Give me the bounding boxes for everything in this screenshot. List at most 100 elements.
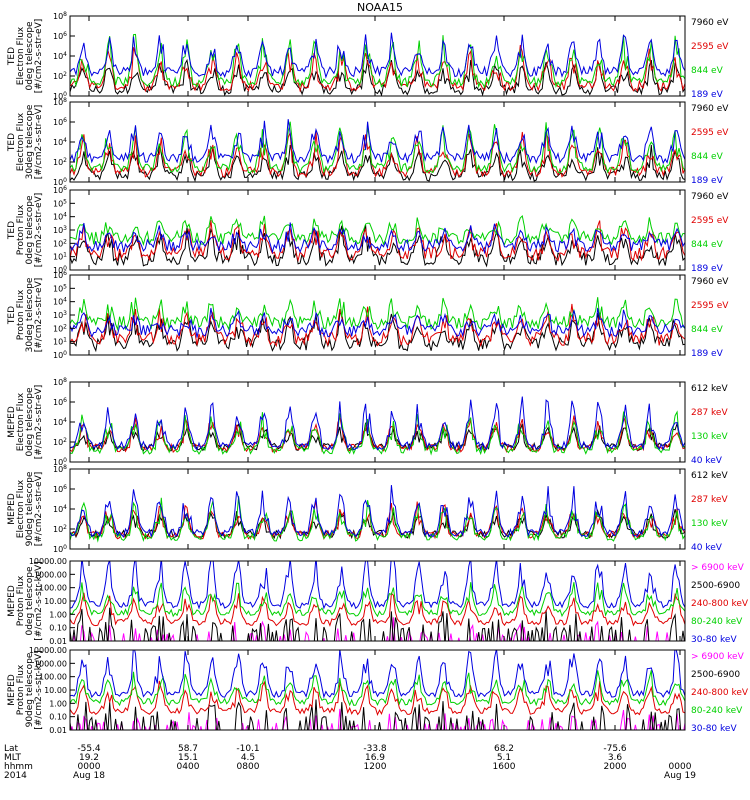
y-tick-label-2-3: 104 bbox=[53, 137, 67, 147]
x-row-label-4: 2014 bbox=[4, 771, 27, 781]
y-tick-label-1-5: 108 bbox=[53, 11, 67, 21]
x-cell-5-3: 1600 bbox=[493, 762, 516, 772]
trace-7-5 bbox=[70, 561, 685, 610]
panel-1: 100 102 104 106 108 TED Electron Flux 0deg tele… bbox=[7, 11, 729, 101]
panel-8: 0.01 0.10 1.00 10.00 100.00 1000.00 10000.00 ME… bbox=[7, 646, 749, 735]
legend-2-2: 2595 eV bbox=[691, 128, 729, 138]
trace-4-4 bbox=[70, 307, 685, 338]
y-tick-label-7-4: 10.00 bbox=[44, 597, 67, 606]
legend-4-4: 189 eV bbox=[691, 349, 724, 359]
legend-3-3: 844 eV bbox=[691, 240, 724, 250]
legend-1-2: 2595 eV bbox=[691, 42, 729, 52]
x-cell-2-2: 15.1 bbox=[178, 753, 198, 763]
legend-6-3: 130 keV bbox=[691, 519, 728, 529]
x-cell-5-1: 68.2 bbox=[494, 744, 514, 754]
plot-area-2 bbox=[70, 119, 685, 182]
panel-4: 100 101 102 103 104 105 106 TED Proton Flux 30deg… bbox=[7, 270, 729, 360]
legend-6-1: 612 keV bbox=[691, 471, 728, 481]
trace-2-3 bbox=[70, 121, 685, 174]
y-tick-label-7-5: 100.00 bbox=[39, 584, 67, 593]
trace-7-3 bbox=[70, 592, 685, 627]
trace-2-4 bbox=[70, 119, 685, 165]
y-tick-label-2-2: 102 bbox=[53, 157, 67, 167]
y-tick-label-3-7: 106 bbox=[53, 185, 67, 195]
trace-1-3 bbox=[70, 33, 685, 89]
y-label-7-1: MEPED bbox=[7, 585, 17, 617]
legend-1-3: 844 eV bbox=[691, 66, 724, 76]
x-cell-1-3: 0000 bbox=[78, 762, 101, 772]
y-tick-label-8-2: 0.10 bbox=[49, 713, 67, 722]
y-tick-label-8-3: 1.00 bbox=[49, 699, 67, 708]
y-label-2-4: [#/cm2-s-str-eV] bbox=[34, 105, 44, 180]
y-label-5-2: Electron Flux bbox=[16, 392, 26, 451]
panel-6: 100 102 104 106 108 MEPED Electron Flux 90deg t… bbox=[7, 464, 728, 554]
legend-7-2: 2500-6900 bbox=[691, 581, 740, 591]
y-tick-label-7-3: 1.00 bbox=[49, 610, 67, 619]
trace-8-1 bbox=[70, 708, 685, 730]
y-tick-label-7-7: 10000.00 bbox=[29, 557, 67, 566]
y-label-1-1: TED bbox=[7, 47, 17, 66]
y-tick-label-6-1: 100 bbox=[53, 544, 67, 554]
y-tick-label-6-3: 104 bbox=[53, 504, 67, 514]
x-row-label-2: MLT bbox=[4, 753, 22, 763]
y-label-5-3: 0deg telescope bbox=[25, 387, 35, 457]
trace-3-2 bbox=[70, 220, 685, 263]
y-label-4-4: [#/cm2-s-str-eV] bbox=[34, 278, 44, 353]
x-cell-6-2: 3.6 bbox=[608, 753, 623, 763]
y-label-1-3: 0deg telescope bbox=[25, 21, 35, 91]
legend-3-1: 7960 eV bbox=[691, 192, 729, 202]
y-tick-label-4-6: 105 bbox=[53, 283, 67, 293]
trace-4-3 bbox=[70, 297, 685, 332]
y-label-8-2: Proton Flux bbox=[16, 664, 26, 715]
y-tick-label-3-4: 103 bbox=[53, 225, 67, 235]
y-tick-label-7-6: 1000.00 bbox=[34, 570, 67, 579]
x-cell-3-3: 0800 bbox=[237, 762, 260, 772]
legend-4-3: 844 eV bbox=[691, 325, 724, 335]
legend-7-1: > 6900 keV bbox=[691, 563, 745, 573]
y-label-7-2: Proton Flux bbox=[16, 575, 26, 626]
panel-3: 100 101 102 103 104 105 106 TED Proton Flux 0deg … bbox=[7, 185, 729, 275]
y-tick-label-5-3: 104 bbox=[53, 417, 67, 427]
legend-5-3: 130 keV bbox=[691, 432, 728, 442]
y-tick-label-4-1: 100 bbox=[53, 350, 67, 360]
panel-5: 100 102 104 106 108 MEPED Electron Flux 0deg te… bbox=[7, 377, 728, 467]
y-label-3-3: 0deg telescope bbox=[25, 195, 35, 265]
legend-1-4: 189 eV bbox=[691, 90, 724, 100]
x-cell-7-3: 0000 bbox=[669, 762, 692, 772]
x-cell-2-3: 0400 bbox=[177, 762, 200, 772]
y-tick-label-7-2: 0.10 bbox=[49, 624, 67, 633]
y-label-4-2: Proton Flux bbox=[16, 289, 26, 340]
y-tick-label-1-4: 106 bbox=[53, 31, 67, 41]
x-cell-7-4: Aug 19 bbox=[664, 771, 696, 781]
legend-7-5: 30-80 keV bbox=[691, 635, 737, 645]
trace-2-1 bbox=[70, 143, 685, 182]
x-cell-4-3: 1200 bbox=[364, 762, 387, 772]
panel-2: 100 102 104 106 108 TED Electron Flux 30deg tel… bbox=[7, 97, 729, 187]
y-label-8-4: [#/cm2-s-str-keV] bbox=[34, 650, 44, 729]
y-tick-label-4-2: 101 bbox=[53, 337, 67, 347]
y-tick-label-4-4: 103 bbox=[53, 310, 67, 320]
legend-3-2: 2595 eV bbox=[691, 216, 729, 226]
y-label-5-1: MEPED bbox=[7, 406, 17, 438]
legend-4-1: 7960 eV bbox=[691, 277, 729, 287]
trace-2-2 bbox=[70, 131, 685, 178]
y-label-1-4: [#/cm2-s-str-eV] bbox=[34, 19, 44, 94]
y-tick-label-7-1: 0.01 bbox=[49, 637, 67, 646]
y-tick-label-5-2: 102 bbox=[53, 437, 67, 447]
legend-3-4: 189 eV bbox=[691, 264, 724, 274]
legend-2-4: 189 eV bbox=[691, 176, 724, 186]
plot-area-8 bbox=[70, 650, 685, 730]
y-label-7-4: [#/cm2-s-str-keV] bbox=[34, 561, 44, 640]
figure-title: NOAA15 bbox=[357, 1, 403, 14]
y-tick-label-2-5: 108 bbox=[53, 97, 67, 107]
y-tick-label-3-6: 105 bbox=[53, 198, 67, 208]
y-label-2-2: Electron Flux bbox=[16, 112, 26, 171]
trace-7-4 bbox=[70, 582, 685, 618]
x-cell-6-3: 2000 bbox=[604, 762, 627, 772]
plot-area-6 bbox=[70, 485, 685, 543]
y-tick-label-5-5: 108 bbox=[53, 377, 67, 387]
y-label-3-4: [#/cm2-s-str-eV] bbox=[34, 193, 44, 268]
legend-5-2: 287 keV bbox=[691, 408, 728, 418]
y-tick-label-1-1: 100 bbox=[53, 91, 67, 101]
